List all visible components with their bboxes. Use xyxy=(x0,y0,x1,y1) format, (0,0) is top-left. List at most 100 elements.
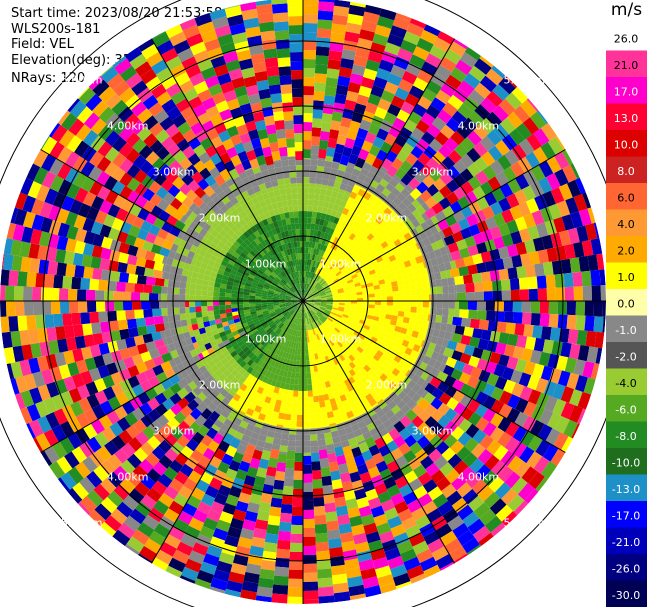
velocity-gate xyxy=(449,267,460,278)
velocity-gate xyxy=(278,343,284,351)
velocity-gate xyxy=(275,349,281,356)
velocity-gate xyxy=(418,248,423,256)
velocity-gate xyxy=(362,11,380,24)
velocity-gate xyxy=(416,288,423,295)
velocity-gate xyxy=(319,292,326,296)
velocity-gate xyxy=(291,408,298,415)
velocity-gate xyxy=(423,428,437,442)
velocity-gate xyxy=(573,241,585,258)
velocity-gate xyxy=(374,207,384,217)
velocity-gate xyxy=(507,394,521,409)
velocity-gate xyxy=(425,349,434,358)
velocity-gate xyxy=(590,269,601,286)
velocity-gate xyxy=(231,361,240,369)
velocity-gate xyxy=(387,220,397,230)
velocity-gate xyxy=(475,170,490,185)
velocity-gate xyxy=(400,101,415,115)
velocity-gate xyxy=(453,402,467,416)
velocity-gate xyxy=(289,551,303,561)
velocity-gate xyxy=(493,364,506,378)
velocity-gate xyxy=(262,550,277,562)
velocity-gate xyxy=(297,306,301,312)
velocity-gate xyxy=(332,295,339,298)
velocity-gate xyxy=(309,171,317,178)
velocity-gate xyxy=(255,378,263,387)
velocity-gate xyxy=(355,370,364,379)
velocity-gate xyxy=(527,435,543,452)
velocity-gate xyxy=(385,172,393,178)
velocity-gate xyxy=(314,297,321,300)
velocity-gate xyxy=(280,317,286,323)
velocity-gate xyxy=(386,291,393,297)
velocity-gate xyxy=(360,187,367,192)
velocity-gate xyxy=(593,316,604,333)
velocity-gate xyxy=(330,470,341,481)
velocity-gate xyxy=(340,279,347,284)
velocity-gate xyxy=(530,349,542,365)
velocity-gate xyxy=(402,207,412,217)
velocity-gate xyxy=(484,216,498,230)
velocity-gate xyxy=(303,139,312,150)
velocity-gate xyxy=(239,360,247,368)
velocity-gate xyxy=(343,288,350,293)
velocity-gate xyxy=(249,493,262,505)
velocity-gate xyxy=(390,523,406,538)
velocity-gate xyxy=(374,329,382,336)
velocity-gate xyxy=(424,267,429,275)
velocity-gate xyxy=(197,424,210,437)
velocity-gate xyxy=(451,333,463,344)
velocity-gate xyxy=(491,65,506,79)
velocity-gate xyxy=(341,540,356,552)
velocity-gate xyxy=(123,515,141,532)
velocity-gate xyxy=(306,305,311,312)
velocity-gate xyxy=(428,307,431,315)
velocity-gate xyxy=(339,233,346,241)
velocity-gate xyxy=(366,361,375,369)
velocity-gate xyxy=(303,509,315,519)
velocity-gate xyxy=(127,318,138,329)
velocity-gate xyxy=(333,336,340,343)
velocity-gate xyxy=(383,476,397,490)
velocity-gate xyxy=(252,527,267,539)
velocity-gate xyxy=(206,544,223,558)
velocity-gate xyxy=(315,284,321,289)
velocity-gate xyxy=(213,305,220,311)
velocity-gate xyxy=(260,361,267,369)
velocity-gate xyxy=(538,351,551,367)
velocity-gate xyxy=(312,315,318,322)
velocity-gate xyxy=(563,419,578,438)
velocity-gate xyxy=(275,368,281,376)
velocity-gate xyxy=(323,232,329,240)
velocity-gate xyxy=(201,306,208,312)
velocity-gate xyxy=(281,394,288,402)
velocity-gate xyxy=(511,144,527,161)
velocity-gate xyxy=(303,390,308,398)
velocity-gate xyxy=(309,310,314,317)
velocity-gate xyxy=(346,129,358,141)
velocity-gate xyxy=(383,337,391,345)
velocity-gate xyxy=(291,515,303,526)
velocity-gate xyxy=(450,222,462,234)
velocity-gate xyxy=(344,202,352,211)
velocity-gate xyxy=(281,376,287,384)
velocity-gate xyxy=(342,235,349,243)
velocity-gate xyxy=(260,559,276,571)
velocity-gate xyxy=(430,294,437,301)
velocity-gate xyxy=(447,316,454,325)
velocity-gate xyxy=(376,128,389,141)
velocity-gate xyxy=(179,307,186,314)
velocity-gate xyxy=(311,127,322,137)
velocity-gate xyxy=(496,321,507,334)
velocity-gate xyxy=(206,392,216,403)
velocity-gate xyxy=(270,359,277,367)
velocity-gate xyxy=(338,163,347,172)
velocity-gate xyxy=(409,336,418,344)
velocity-gate xyxy=(263,447,272,452)
velocity-gate xyxy=(326,185,334,191)
velocity-gate xyxy=(274,327,281,334)
velocity-gate xyxy=(193,462,207,476)
velocity-gate xyxy=(498,222,511,237)
velocity-gate xyxy=(437,31,455,45)
velocity-gate xyxy=(406,370,416,380)
velocity-gate xyxy=(405,409,418,422)
